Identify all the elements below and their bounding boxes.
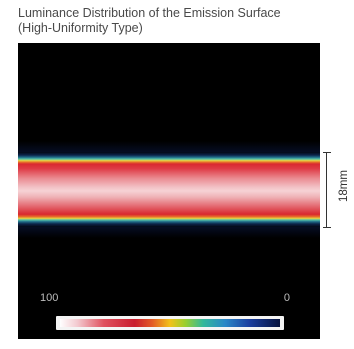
band-width-dimension: 18mm: [320, 152, 354, 228]
colorbar-min-label: 0: [283, 292, 290, 304]
colorbar-gradient: [60, 319, 280, 327]
dimension-label-text: 18mm: [338, 170, 350, 202]
dimension-bracket: [323, 152, 331, 228]
dimension-label: 18mm: [334, 170, 354, 202]
colorbar-frame: [56, 316, 284, 330]
chart-title-line-1: Luminance Distribution of the Emission S…: [18, 6, 281, 20]
chart-title-line-2: (High-Uniformity Type): [18, 21, 143, 35]
luminance-heatmap: 100 0: [18, 43, 320, 339]
emission-band: [18, 152, 320, 227]
chart-title: Luminance Distribution of the Emission S…: [18, 6, 352, 36]
colorbar-max-label: 100: [40, 292, 59, 304]
